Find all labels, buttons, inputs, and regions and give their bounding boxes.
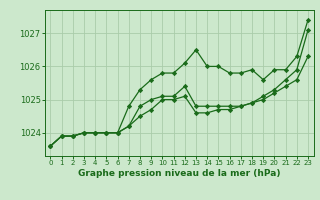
X-axis label: Graphe pression niveau de la mer (hPa): Graphe pression niveau de la mer (hPa): [78, 169, 280, 178]
